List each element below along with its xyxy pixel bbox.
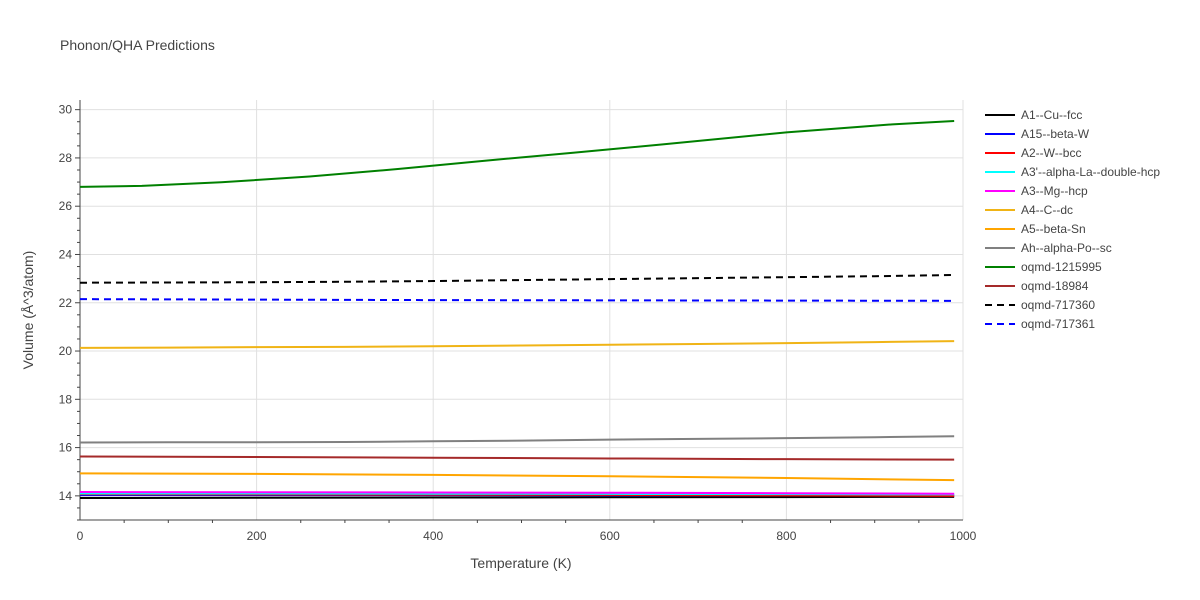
legend-item-label: A2--W--bcc — [1021, 146, 1081, 160]
y-tick-label: 24 — [59, 247, 73, 261]
x-tick-label: 200 — [247, 529, 267, 543]
series-line-A4--C--dc — [79, 340, 955, 349]
series-line-oqmd-18984 — [79, 455, 955, 461]
series-line-oqmd-717361 — [79, 298, 955, 302]
y-tick-label: 22 — [59, 296, 73, 310]
y-axis-title: Volume (Å^3/atom) — [20, 251, 36, 370]
legend-item-label: oqmd-717360 — [1021, 298, 1095, 312]
legend-item-label: A3--Mg--hcp — [1021, 184, 1088, 198]
x-tick-label: 400 — [423, 529, 443, 543]
y-tick-label: 18 — [59, 392, 73, 406]
x-tick-label: 1000 — [950, 529, 977, 543]
y-tick-label: 20 — [59, 344, 73, 358]
legend-item-label: oqmd-18984 — [1021, 279, 1089, 293]
y-tick-label: 14 — [59, 489, 73, 503]
legend-item-label: A1--Cu--fcc — [1021, 108, 1082, 122]
series-line-A5--beta-Sn — [79, 472, 955, 482]
y-tick-label: 30 — [59, 103, 73, 117]
series-line-A3--Mg--hcp — [79, 491, 955, 495]
legend-item-label: A4--C--dc — [1021, 203, 1073, 217]
axes: 0 200 400 600 800 1000 14 16 18 20 22 24 26 28 30 — [59, 100, 977, 543]
legend: A1--Cu--fcc A15--beta-W A2--W--bcc A3'--alp… — [985, 108, 1160, 331]
legend-item-label: A5--beta-Sn — [1021, 222, 1086, 236]
series-line-oqmd-1215995 — [79, 120, 955, 188]
series-line-oqmd-717360 — [79, 274, 955, 284]
x-tick-label: 800 — [776, 529, 796, 543]
legend-item-label: A3'--alpha-La--double-hcp — [1021, 165, 1160, 179]
legend-item-label: oqmd-717361 — [1021, 317, 1095, 331]
x-tick-label: 600 — [600, 529, 620, 543]
legend-item-label: Ah--alpha-Po--sc — [1021, 241, 1112, 255]
y-tick-label: 28 — [59, 151, 73, 165]
series-layer — [79, 120, 955, 500]
series-line-A1--Cu--fcc — [79, 495, 955, 500]
legend-item-label: oqmd-1215995 — [1021, 260, 1102, 274]
y-tick-label: 26 — [59, 199, 73, 213]
chart-title: Phonon/QHA Predictions — [60, 37, 215, 53]
x-tick-label: 0 — [77, 529, 84, 543]
x-axis-title: Temperature (K) — [470, 555, 571, 571]
series-line-Ah--alpha-Po--sc — [79, 435, 955, 444]
y-tick-label: 16 — [59, 441, 73, 455]
legend-item-label: A15--beta-W — [1021, 127, 1090, 141]
